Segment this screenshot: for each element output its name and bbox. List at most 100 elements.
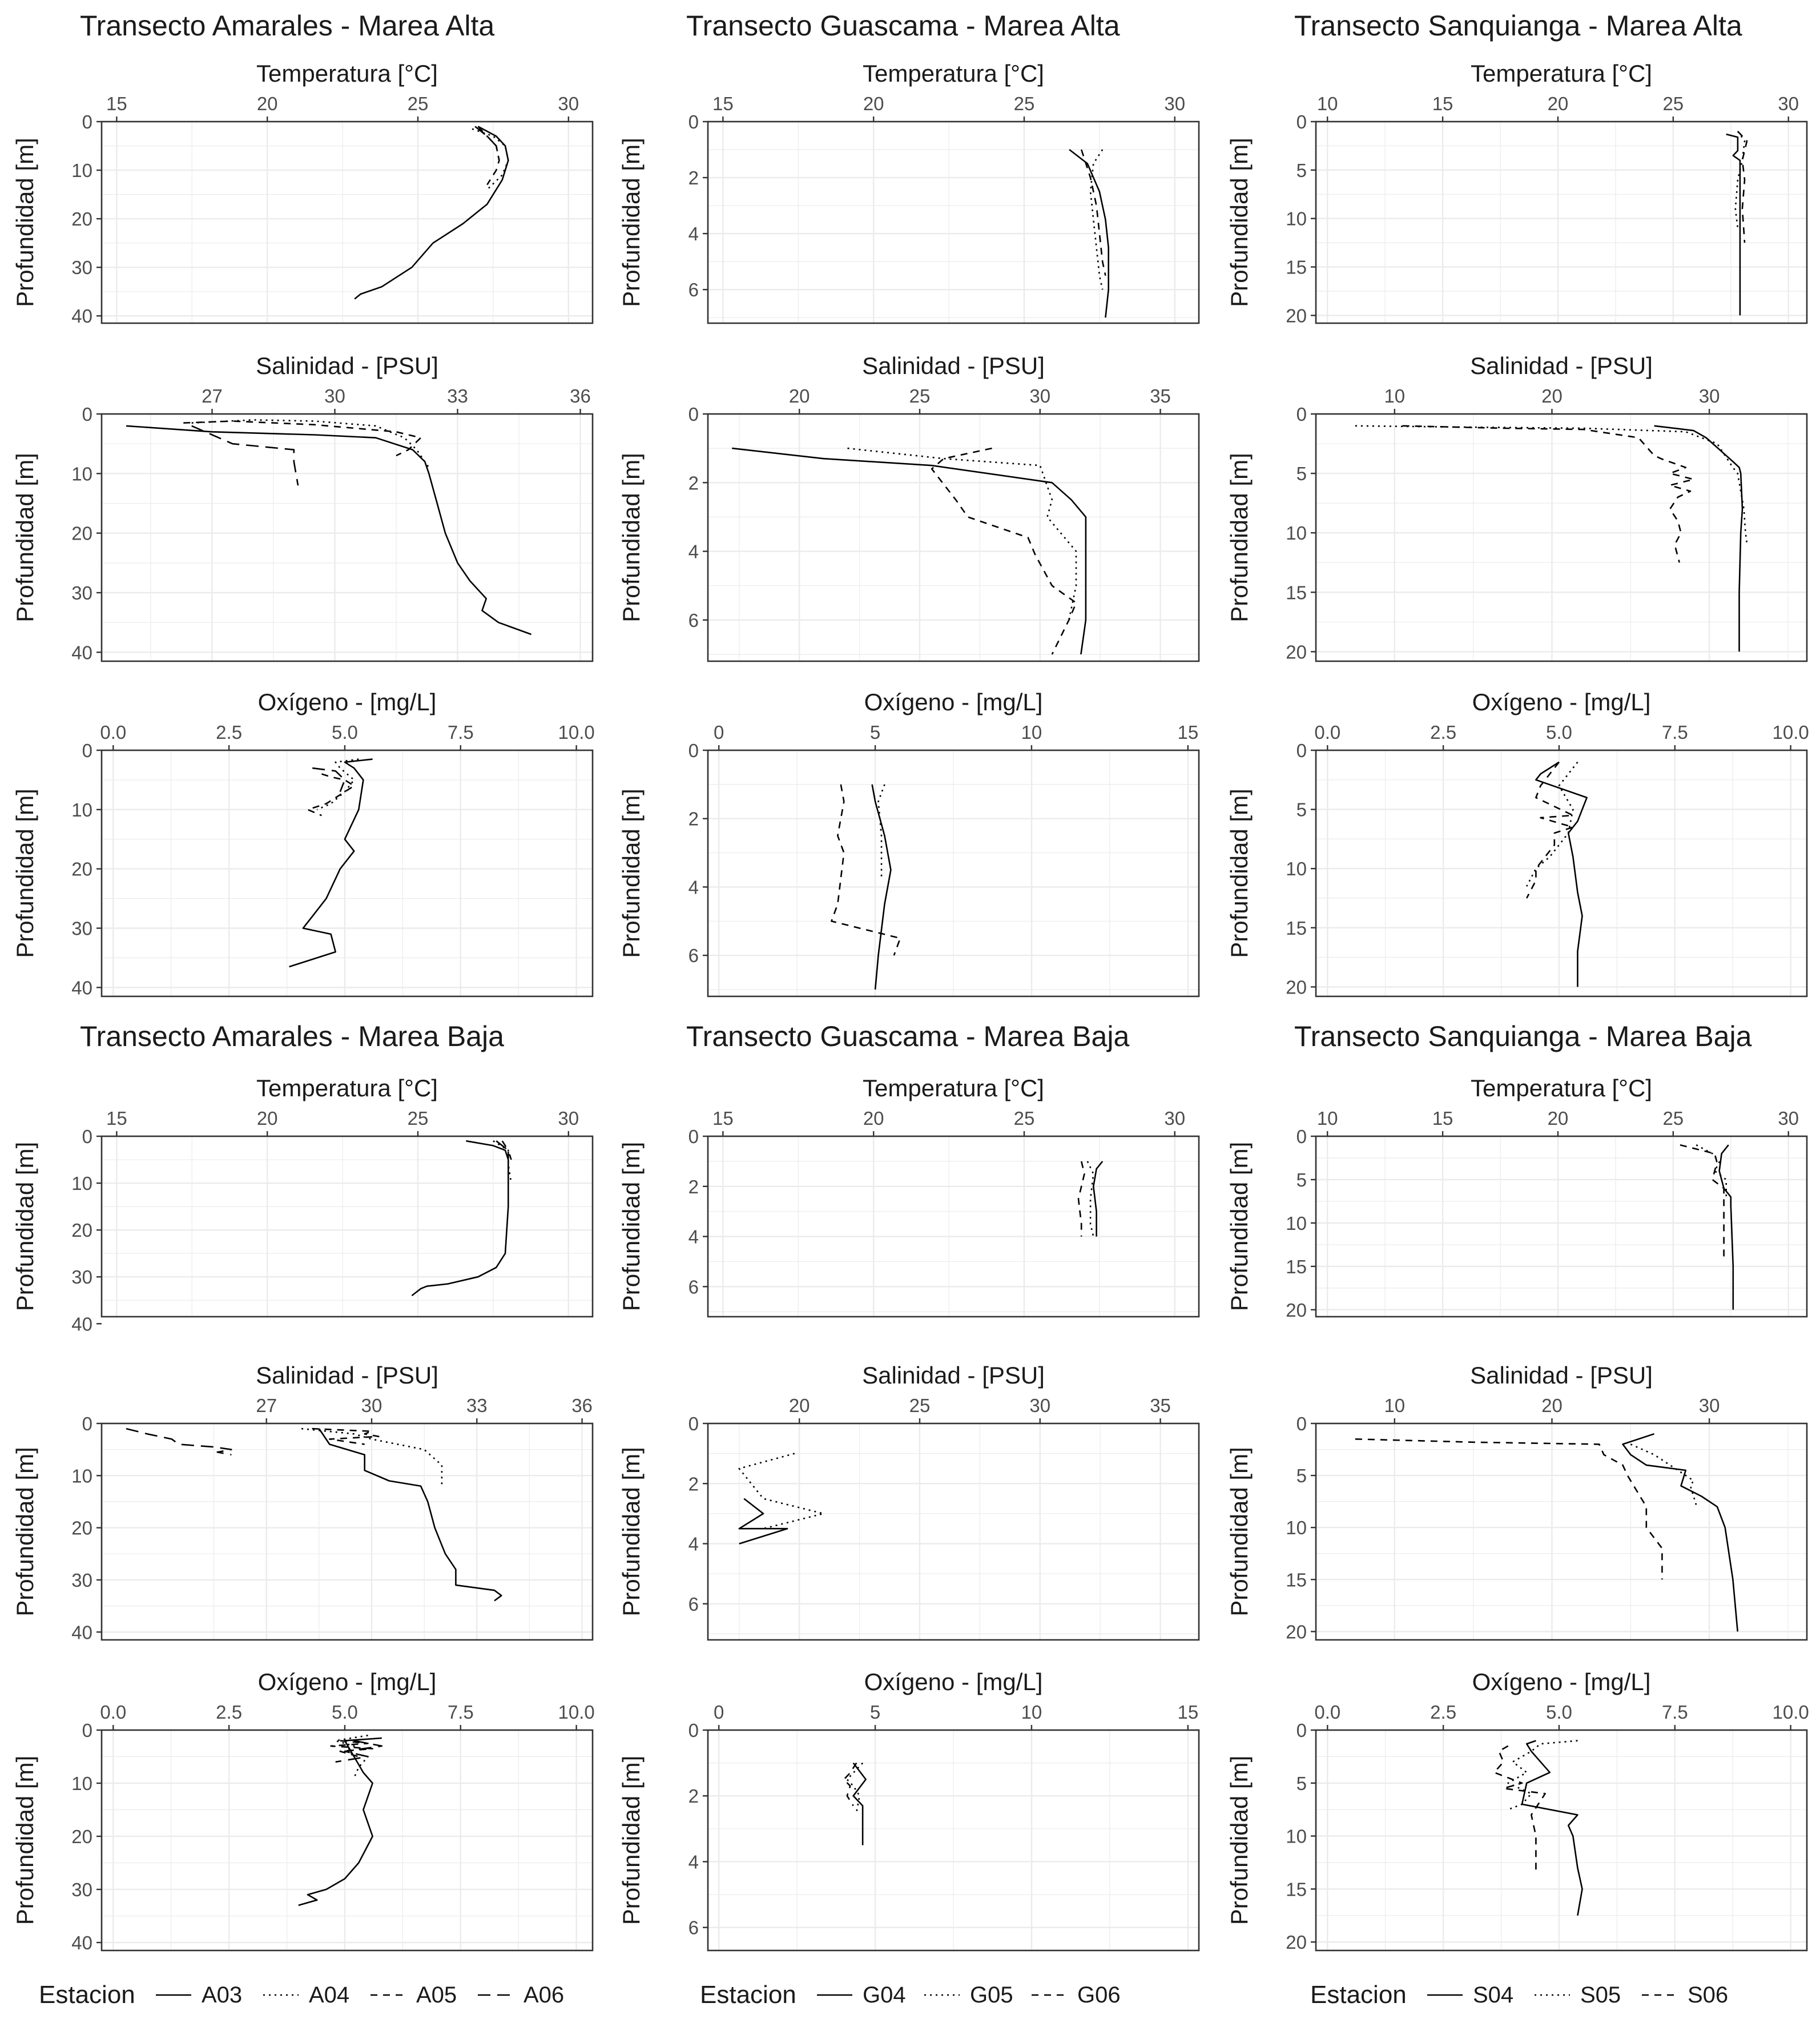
series-line-g04	[738, 1498, 788, 1545]
x-tick-label: 30	[558, 1108, 579, 1129]
y-tick-label: 0	[82, 404, 92, 425]
y-tick-label: 4	[688, 541, 699, 562]
panel-6: 10 20 30 0 5 10 15 20 Salinidad - [PSU] Profundid…	[1226, 352, 1808, 662]
y-tick-label: 20	[71, 1826, 92, 1847]
x-tick-label: 15	[712, 93, 734, 114]
y-axis-title: Profundidad [m]	[618, 453, 645, 622]
x-axis-title: Salinidad - [PSU]	[1470, 1362, 1653, 1389]
x-tick-label: 10	[1021, 1702, 1042, 1723]
panel-7: 0.0 2.5 5.0 7.5 10.0 0 10 20 30 40 Oxígeno - [mg/L…	[11, 689, 595, 998]
y-axis-title: Profundidad [m]	[618, 789, 645, 958]
panel-border	[100, 1729, 594, 1952]
x-tick-label: 0	[714, 1702, 724, 1723]
x-tick-label: 7.5	[1662, 722, 1688, 743]
panel-border	[100, 120, 594, 324]
x-axis-title: Temperatura [°C]	[256, 1075, 438, 1101]
y-tick-label: 6	[688, 1594, 699, 1615]
y-tick-label: 15	[1286, 1879, 1307, 1900]
series-line-a04	[191, 419, 430, 468]
y-tick-label: 0	[688, 1720, 699, 1741]
x-tick-label: 7.5	[448, 1702, 474, 1723]
y-tick-label: 6	[688, 1276, 699, 1297]
y-tick-label: 4	[688, 1226, 699, 1248]
legend-label-s04: S04	[1473, 1982, 1513, 2008]
y-tick-label: 40	[71, 1932, 92, 1953]
y-axis-title: Profundidad [m]	[11, 1142, 38, 1312]
y-tick-label: 30	[71, 1879, 92, 1900]
x-tick-label: 5.0	[332, 722, 358, 743]
y-tick-label: 20	[71, 1220, 92, 1241]
x-tick-label: 0.0	[100, 1702, 126, 1723]
series-line-s06	[1737, 131, 1748, 243]
legend-label-a03: A03	[202, 1982, 242, 2008]
y-tick-label: 15	[1286, 582, 1307, 603]
y-tick-label: 2	[688, 809, 699, 830]
x-tick-label: 10	[1317, 1108, 1338, 1129]
y-tick-label: 20	[71, 1518, 92, 1539]
y-tick-label: 0	[1296, 111, 1307, 132]
panel-9: 0.0 2.5 5.0 7.5 10.0 0 5 10 15 20 Oxígeno - [mg/L]…	[1226, 689, 1809, 998]
panel-border	[707, 1422, 1200, 1641]
x-tick-label: 5.0	[1546, 722, 1572, 743]
x-tick-label: 20	[863, 93, 884, 114]
series-line-g05	[738, 1453, 824, 1530]
series-line-g04	[852, 1762, 867, 1845]
legend-label-g05: G05	[970, 1982, 1013, 2008]
y-tick-label: 10	[71, 1173, 92, 1194]
panel-border	[100, 749, 594, 998]
series-line-a03	[126, 425, 531, 636]
panel-13: 27 30 33 36 0 10 20 30 40 Salinidad - [PSU] Profun…	[11, 1362, 594, 1643]
x-tick-label: 33	[466, 1395, 488, 1416]
x-tick-label: 15	[712, 1108, 734, 1129]
panel-border	[1315, 1729, 1808, 1952]
panel-border	[707, 749, 1200, 998]
y-tick-label: 0	[1296, 1413, 1307, 1434]
legend-1: Estacion A03 A04 A05 A06	[39, 1981, 564, 2009]
y-tick-label: 30	[71, 1266, 92, 1288]
x-tick-label: 30	[1164, 1108, 1185, 1129]
series-line-g06	[831, 784, 901, 956]
panel-8: 0 5 10 15 0 2 4 6 Oxígeno - [mg/L] Profundidad [m…	[618, 689, 1200, 998]
series-line-g06	[1077, 1161, 1085, 1237]
x-tick-label: 36	[570, 385, 591, 407]
panel-border	[1315, 1422, 1808, 1641]
x-tick-label: 0	[714, 722, 724, 743]
x-axis-title: Salinidad - [PSU]	[256, 352, 438, 379]
x-axis-title: Oxígeno - [mg/L]	[1472, 1668, 1651, 1695]
series-line-s04	[1535, 761, 1588, 987]
y-axis-title: Profundidad [m]	[1226, 789, 1253, 958]
x-tick-label: 0.0	[1314, 1702, 1340, 1723]
series-line-a03	[298, 1737, 382, 1907]
series-line-s06	[1493, 1745, 1546, 1873]
y-tick-label: 15	[1286, 1569, 1307, 1590]
x-tick-label: 20	[1541, 1395, 1563, 1416]
panel-10: Transecto Amarales - Marea Baja 15 20 25 30 0…	[11, 1020, 594, 1334]
x-tick-label: 25	[1662, 93, 1684, 114]
y-axis-title: Profundidad [m]	[618, 1756, 645, 1925]
x-tick-label: 30	[1029, 1395, 1050, 1416]
x-tick-label: 10	[1317, 93, 1338, 114]
x-tick-label: 10.0	[1772, 1702, 1809, 1723]
x-tick-label: 5	[870, 722, 880, 743]
y-tick-label: 20	[1286, 641, 1307, 662]
x-tick-label: 30	[1778, 93, 1799, 114]
y-axis-title: Profundidad [m]	[618, 138, 645, 307]
series-line-s05	[1696, 1144, 1727, 1197]
panel-title: Transecto Sanquianga - Marea Baja	[1294, 1020, 1752, 1052]
y-tick-label: 10	[1286, 1213, 1307, 1234]
y-tick-label: 5	[1296, 160, 1307, 181]
panel-5: 20 25 30 35 0 2 4 6 Salinidad - [PSU] Profundidad…	[618, 352, 1200, 662]
y-tick-label: 40	[71, 1313, 92, 1334]
x-tick-label: 20	[789, 1395, 810, 1416]
panel-border	[707, 1135, 1200, 1318]
x-tick-label: 30	[1699, 385, 1720, 407]
panel-17: 0 5 10 15 0 2 4 6 Oxígeno - [mg/L] Profundidad [m…	[618, 1668, 1200, 1952]
legend-label-a04: A04	[309, 1982, 349, 2008]
x-axis-title: Salinidad - [PSU]	[1470, 352, 1653, 379]
y-tick-label: 0	[688, 1413, 699, 1434]
y-axis-title: Profundidad [m]	[1226, 1756, 1253, 1925]
x-tick-label: 35	[1150, 385, 1171, 407]
x-tick-label: 20	[1548, 1108, 1569, 1129]
series-line-a06	[335, 1740, 383, 1763]
series-line-s06	[1402, 425, 1694, 563]
